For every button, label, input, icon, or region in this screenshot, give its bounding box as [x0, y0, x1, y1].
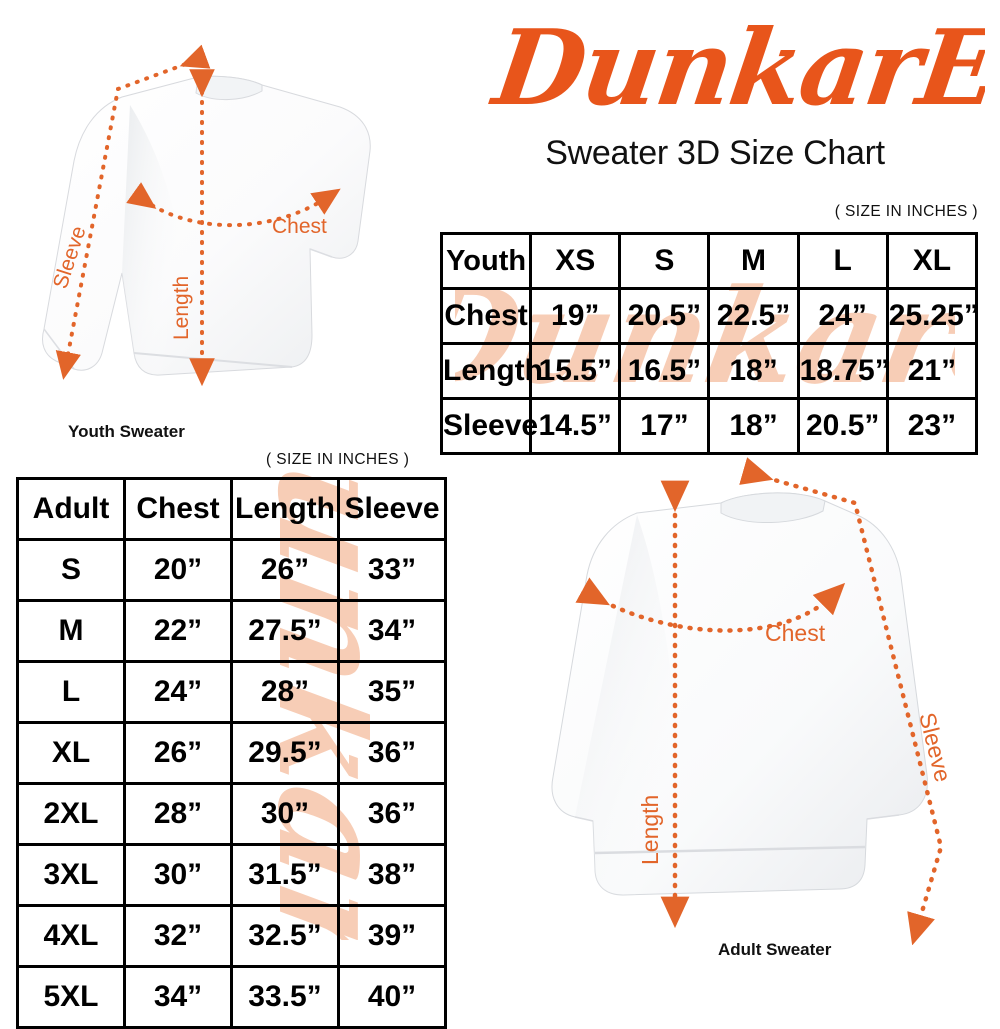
- adult-cell-2-2: 35”: [337, 660, 447, 724]
- youth-header-row: Youth XS S M L XL: [439, 232, 979, 290]
- adult-row-label-4: 2XL: [16, 782, 126, 846]
- dunkare-logo: DunkarE: [484, 18, 985, 129]
- adult-cell-7-0: 34”: [123, 965, 233, 1029]
- youth-row-label-1: Length: [439, 342, 543, 400]
- adult-row-label-1: M: [16, 599, 126, 663]
- svg-text:DunkarE: DunkarE: [484, 18, 985, 129]
- adult-chest-label: Chest: [765, 620, 826, 646]
- table-row: 3XL 30” 31.5” 38”: [16, 843, 447, 907]
- adult-cell-2-1: 28”: [230, 660, 340, 724]
- units-caption-youth: ( SIZE IN INCHES ): [834, 203, 978, 220]
- adult-cell-5-2: 38”: [337, 843, 447, 907]
- adult-sweater-illustration: [551, 492, 928, 896]
- adult-length-label: Length: [637, 795, 663, 865]
- table-row: Chest 19” 20.5” 22.5” 24” 25.25”: [439, 287, 979, 345]
- adult-column-header-0: Chest: [123, 477, 233, 541]
- youth-cell-0-1: 20.5”: [618, 287, 711, 345]
- adult-cell-2-0: 24”: [123, 660, 233, 724]
- table-row: Length 15.5” 16.5” 18” 18.75” 21”: [439, 342, 979, 400]
- adult-length-dimension: Length: [637, 480, 690, 929]
- youth-cell-1-3: 18.75”: [796, 342, 890, 400]
- table-row: 5XL 34” 33.5” 40”: [16, 965, 447, 1029]
- youth-cell-0-3: 24”: [796, 287, 889, 345]
- adult-cell-7-2: 40”: [337, 965, 447, 1029]
- adult-cell-0-1: 26”: [230, 538, 340, 602]
- youth-size-table: Youth XS S M L XL Chest 19” 20.5” 22.5” 24” 25.25” L…: [439, 232, 979, 455]
- youth-figure-caption: Youth Sweater: [68, 422, 185, 441]
- table-row: 2XL 28” 30” 36”: [16, 782, 447, 846]
- table-row: XL 26” 29.5” 36”: [16, 721, 447, 785]
- adult-cell-6-0: 32”: [123, 904, 233, 968]
- youth-cell-0-0: 19”: [529, 287, 622, 345]
- adult-row-label-5: 3XL: [16, 843, 126, 907]
- youth-row-label-0: Chest: [439, 287, 533, 345]
- adult-cell-3-1: 29.5”: [230, 721, 340, 785]
- youth-length-label: Length: [170, 276, 193, 340]
- adult-row-label-0: S: [16, 538, 126, 602]
- adult-cell-3-2: 36”: [337, 721, 447, 785]
- adult-cell-4-2: 36”: [337, 782, 447, 846]
- youth-chest-label: Chest: [272, 215, 327, 238]
- youth-cell-2-3: 20.5”: [796, 397, 889, 455]
- adult-row-label-3: XL: [16, 721, 126, 785]
- youth-column-header-3: L: [796, 232, 889, 290]
- table-row: L 24” 28” 35”: [16, 660, 447, 724]
- adult-cell-7-1: 33.5”: [230, 965, 340, 1029]
- adult-column-header-2: Sleeve: [337, 477, 447, 541]
- table-row: Sleeve 14.5” 17” 18” 20.5” 23”: [439, 397, 979, 455]
- adult-column-header-1: Length: [230, 477, 340, 541]
- adult-cell-1-2: 34”: [337, 599, 447, 663]
- adult-corner-label: Adult: [16, 477, 126, 541]
- youth-column-header-0: XS: [529, 232, 622, 290]
- adult-cell-4-1: 30”: [230, 782, 340, 846]
- youth-cell-2-1: 17”: [618, 397, 711, 455]
- adult-cell-1-0: 22”: [123, 599, 233, 663]
- adult-cell-3-0: 26”: [123, 721, 233, 785]
- page-title: Sweater 3D Size Chart: [545, 134, 885, 172]
- adult-figure-caption: Adult Sweater: [718, 940, 832, 959]
- adult-cell-0-0: 20”: [123, 538, 233, 602]
- youth-cell-1-4: 21”: [885, 342, 979, 400]
- adult-cell-4-0: 28”: [123, 782, 233, 846]
- youth-cell-0-2: 22.5”: [707, 287, 800, 345]
- table-row: M 22” 27.5” 34”: [16, 599, 447, 663]
- brand-header: DunkarE Sweater 3D Size Chart: [445, 18, 985, 173]
- adult-row-label-2: L: [16, 660, 126, 724]
- youth-sweater-figure: Chest Length Sleeve: [10, 35, 410, 425]
- adult-row-label-6: 4XL: [16, 904, 126, 968]
- adult-cell-6-2: 39”: [337, 904, 447, 968]
- adult-header-row: Adult Chest Length Sleeve: [16, 477, 447, 541]
- youth-column-header-1: S: [618, 232, 711, 290]
- youth-column-header-4: XL: [885, 232, 979, 290]
- adult-cell-5-1: 31.5”: [230, 843, 340, 907]
- youth-row-label-2: Sleeve: [439, 397, 538, 455]
- youth-corner-label: Youth: [439, 232, 533, 290]
- youth-column-header-2: M: [707, 232, 800, 290]
- table-row: S 20” 26” 33”: [16, 538, 447, 602]
- table-row: 4XL 32” 32.5” 39”: [16, 904, 447, 968]
- adult-cell-6-1: 32.5”: [230, 904, 340, 968]
- adult-row-label-7: 5XL: [16, 965, 126, 1029]
- adult-sweater-figure: Chest Length Sleeve: [545, 445, 1000, 945]
- youth-cell-2-2: 18”: [707, 397, 800, 455]
- adult-cell-0-2: 33”: [337, 538, 447, 602]
- youth-cell-1-0: 15.5”: [529, 342, 622, 400]
- youth-cell-2-0: 14.5”: [529, 397, 622, 455]
- youth-cell-1-1: 16.5”: [618, 342, 711, 400]
- youth-cell-0-4: 25.25”: [885, 287, 979, 345]
- youth-cell-2-4: 23”: [885, 397, 979, 455]
- youth-cell-1-2: 18”: [707, 342, 800, 400]
- adult-cell-1-1: 27.5”: [230, 599, 340, 663]
- adult-cell-5-0: 30”: [123, 843, 233, 907]
- adult-size-table: Adult Chest Length Sleeve S 20” 26” 33” M 22” 27.5…: [16, 477, 447, 1029]
- units-caption-adult: ( SIZE IN INCHES ): [266, 451, 410, 468]
